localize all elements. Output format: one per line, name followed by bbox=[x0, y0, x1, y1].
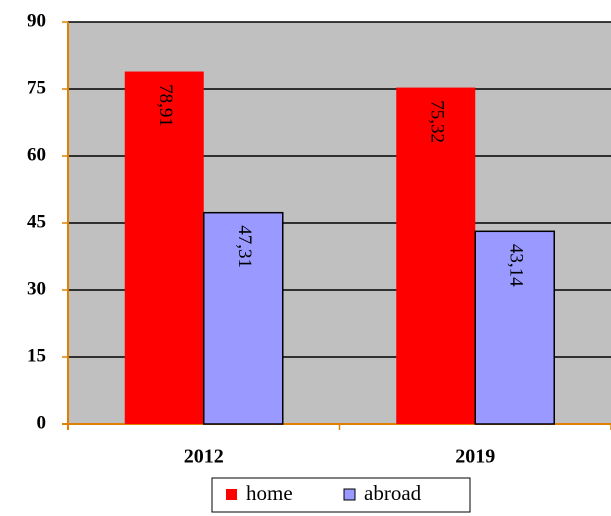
bar bbox=[396, 87, 476, 424]
value-label: 47,31 bbox=[234, 225, 255, 268]
bar bbox=[474, 230, 555, 425]
legend-label: home bbox=[246, 481, 293, 505]
y-tick-label: 60 bbox=[27, 144, 46, 165]
legend-box bbox=[211, 477, 471, 513]
y-tick-label: 15 bbox=[27, 345, 46, 366]
y-tick-label: 45 bbox=[27, 211, 46, 232]
y-tick-label: 90 bbox=[27, 10, 46, 31]
x-tick-label: 2012 bbox=[184, 446, 224, 468]
value-label: 43,14 bbox=[505, 244, 526, 287]
legend: home abroad bbox=[211, 477, 471, 513]
legend-swatch bbox=[343, 488, 356, 501]
legend-swatch bbox=[226, 489, 237, 500]
bar bbox=[124, 71, 204, 424]
legend-label: abroad bbox=[364, 481, 422, 505]
y-tick-label: 30 bbox=[27, 278, 46, 299]
y-tick-label: 0 bbox=[37, 412, 47, 433]
x-tick-label: 2019 bbox=[455, 446, 495, 468]
value-label: 78,91 bbox=[155, 84, 176, 127]
y-tick-label: 75 bbox=[27, 77, 46, 98]
bar bbox=[203, 211, 284, 425]
value-label: 75,32 bbox=[426, 100, 447, 143]
